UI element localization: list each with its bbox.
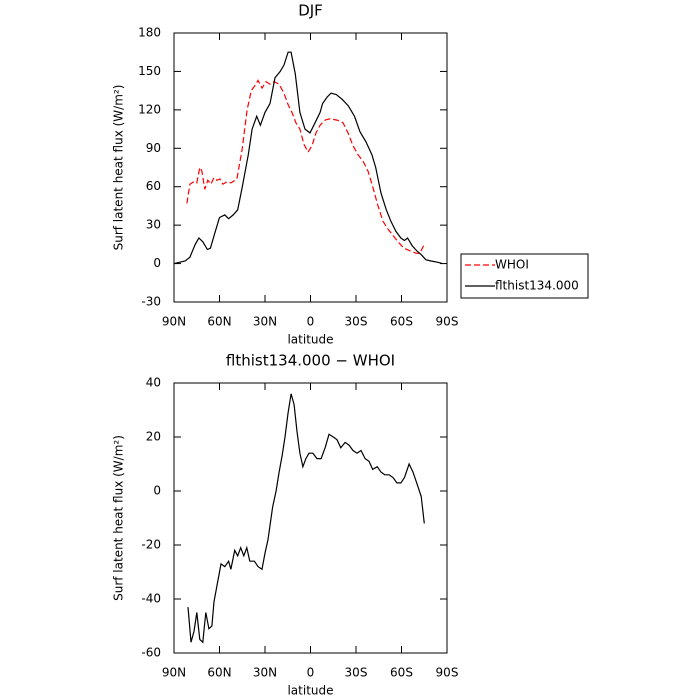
data-line [186,79,425,254]
plot-frame [173,382,448,654]
legend-box [460,253,589,299]
y-tick-label: 40 [146,376,161,390]
x-tick-label: 0 [307,666,315,680]
y-axis-label: Surf latent heat flux (W/m²) [112,435,126,601]
y-tick-label: 0 [153,484,161,498]
legend-label: flthist134.000 [495,279,579,293]
legend-label: WHOI [495,258,529,272]
y-tick-label: -40 [141,592,161,606]
x-tick-label: 30N [253,315,277,329]
chart-title: flthist134.000 − WHOI [226,352,395,370]
y-axis-label: Surf latent heat flux (W/m²) [112,85,126,251]
x-tick-label: 90N [162,666,186,680]
y-tick-label: 180 [138,26,161,40]
x-tick-label: 30S [345,666,368,680]
x-tick-label: 90N [162,315,186,329]
x-tick-label: 60N [207,666,231,680]
y-tick-label: 90 [146,141,161,155]
x-tick-label: 30N [253,666,277,680]
x-tick-label: 60S [390,315,413,329]
x-tick-label: 90S [436,666,459,680]
x-tick-label: 60S [390,666,413,680]
x-tick-label: 30S [345,315,368,329]
x-axis-label: latitude [287,684,333,698]
data-line [173,51,443,265]
y-tick-label: 120 [138,102,161,116]
y-tick-label: -20 [141,538,161,552]
plot-frame [173,32,448,303]
y-tick-label: 150 [138,64,161,78]
x-tick-label: 0 [307,315,315,329]
chart-title: DJF [298,2,323,20]
x-tick-label: 60N [207,315,231,329]
x-tick-label: 90S [436,315,459,329]
data-line [187,393,425,644]
x-axis-label: latitude [287,333,333,347]
y-tick-label: 0 [153,256,161,270]
y-tick-label: -30 [141,295,161,309]
y-tick-label: 30 [146,218,161,232]
y-tick-label: 20 [146,430,161,444]
y-tick-label: -60 [141,646,161,660]
y-tick-label: 60 [146,179,161,193]
